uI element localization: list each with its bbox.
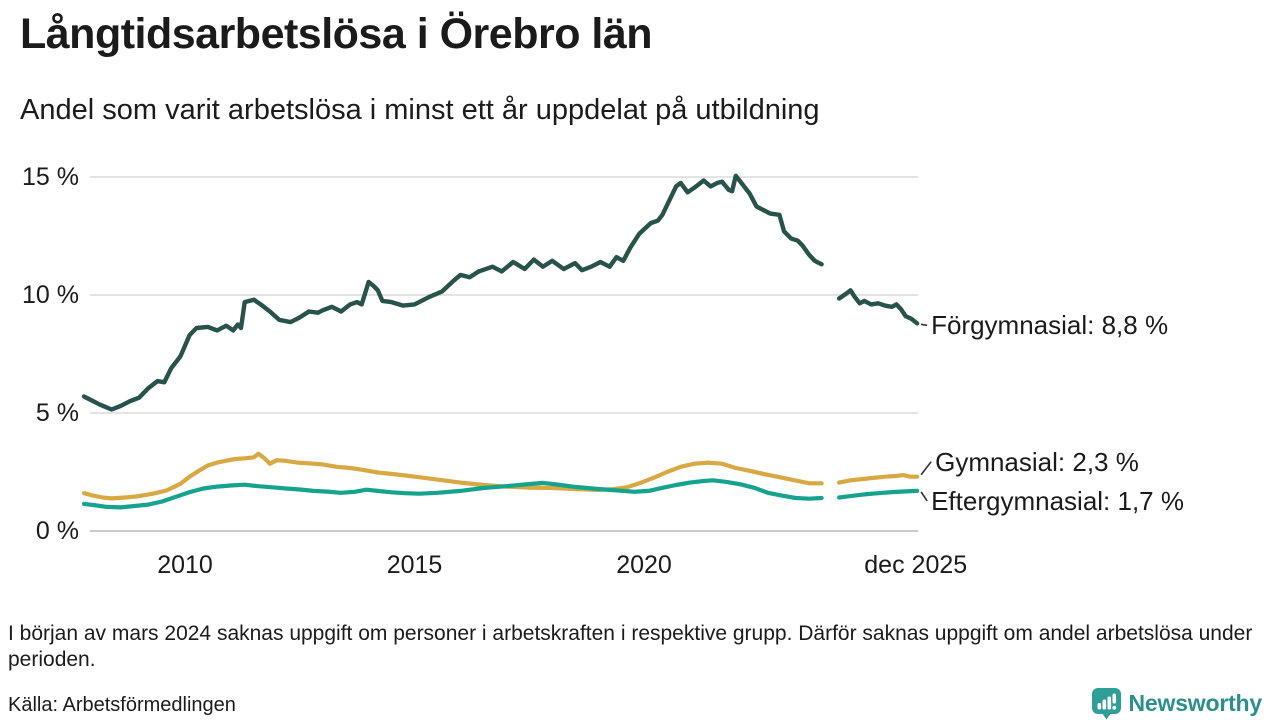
label-connector-förgymnasial (920, 323, 928, 327)
footnote-text: I början av mars 2024 saknas uppgift om … (8, 622, 1253, 671)
x-axis-tick-label: 2015 (386, 551, 443, 579)
series-label-gymnasial: Gymnasial: 2,3 % (935, 446, 1139, 477)
y-axis-tick-label: 15 % (22, 163, 79, 191)
brand-name: Newsworthy (1128, 690, 1263, 716)
label-connector-eftergymnasial (920, 491, 928, 502)
x-axis-tick-label: dec 2025 (864, 551, 968, 579)
page-title: Långtidsarbetslösa i Örebro län (20, 10, 653, 58)
y-axis-tick-label: 0 % (35, 517, 79, 545)
series-line-förgymnasial (81, 173, 824, 412)
y-axis-tick-label: 5 % (35, 399, 79, 427)
x-axis-tick-label: 2010 (157, 551, 213, 579)
series-line-gymnasial (836, 473, 920, 485)
x-axis-tick-label: 2020 (616, 551, 672, 579)
label-connector-gymnasial (920, 461, 932, 476)
series-label-eftergymnasial: Eftergymnasial: 1,7 % (931, 485, 1184, 516)
source-text: Källa: Arbetsförmedlingen (8, 694, 236, 716)
series-line-eftergymnasial (81, 478, 824, 510)
series-label-forgymnasial: Förgymnasial: 8,8 % (931, 310, 1169, 341)
series-line-gymnasial (81, 451, 824, 501)
chart-subtitle: Andel som varit arbetslösa i minst ett å… (20, 94, 820, 126)
brand-logo: Newsworthy (1091, 687, 1262, 720)
series-line-eftergymnasial (836, 488, 920, 500)
y-axis-tick-label: 10 % (22, 281, 79, 309)
series-line-förgymnasial (836, 288, 920, 326)
newsworthy-bars-icon (1091, 688, 1121, 720)
